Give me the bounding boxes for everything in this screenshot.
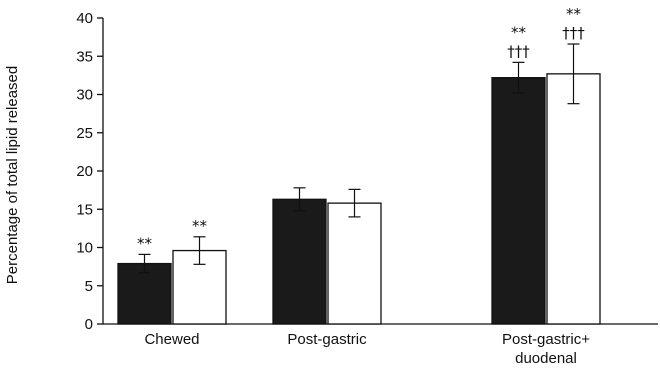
bar (491, 77, 546, 325)
y-axis-title: Percentage of total lipid released (4, 66, 21, 284)
x-category-label: Chewed (144, 331, 199, 348)
significance-mark: ** (566, 5, 582, 23)
y-tick-label: 5 (85, 278, 93, 295)
significance-mark: ** (511, 23, 527, 41)
y-tick-label: 0 (85, 316, 93, 333)
significance-mark: ** (192, 217, 208, 235)
bars (117, 73, 601, 325)
y-tick-label: 40 (76, 10, 93, 27)
x-category-label: Post-gastric (287, 331, 367, 348)
bar (546, 73, 601, 325)
y-tick-label: 15 (76, 201, 93, 218)
error-bars (138, 43, 580, 274)
bar (327, 202, 382, 325)
y-tick-label: 10 (76, 240, 93, 257)
significance-annotations: ******†††**††† (137, 5, 585, 252)
y-axis-label: Percentage of total lipid released (4, 66, 21, 284)
y-axis-ticks: 0 5 10 15 20 25 30 35 40 (76, 10, 103, 333)
x-axis-labels: Chewed Post-gastric Post-gastric+ duodenal (144, 331, 590, 367)
y-tick-label: 30 (76, 87, 93, 104)
x-category-label: duodenal (515, 350, 577, 367)
significance-mark: ** (137, 234, 153, 252)
y-tick-label: 20 (76, 163, 93, 180)
y-tick-label: 25 (76, 125, 93, 142)
y-tick-label: 35 (76, 48, 93, 65)
x-category-label: Post-gastric+ (502, 331, 590, 348)
bar (272, 198, 327, 325)
bar (117, 262, 172, 325)
significance-mark: ††† (507, 42, 530, 60)
significance-mark: ††† (562, 24, 585, 42)
